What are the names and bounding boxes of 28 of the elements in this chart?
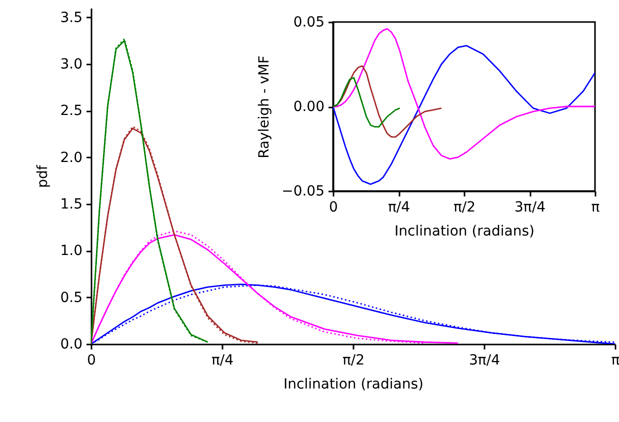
x-tick-label: π/2 (342, 352, 365, 368)
y-tick-label: 0.05 (293, 14, 324, 30)
y-tick-label: 3.5 (60, 10, 82, 26)
x-tick-label: π/4 (211, 352, 234, 368)
line-series (333, 28, 595, 160)
line-series (333, 44, 595, 185)
x-axis-title: Inclination (radians) (394, 224, 534, 240)
x-tick-label: 0 (87, 352, 96, 368)
x-tick-label: π/4 (388, 200, 410, 216)
x-tick-label: 0 (329, 200, 338, 216)
y-tick-label: 3.0 (60, 56, 82, 72)
x-tick-label: π (591, 200, 600, 216)
y-tick-label: 2.0 (60, 150, 82, 166)
y-tick-label: 1.0 (60, 243, 82, 260)
y-axis-title: Rayleigh - vMF (256, 56, 273, 158)
y-tick-label: 2.5 (60, 103, 82, 120)
x-tick-label: π (611, 352, 619, 368)
x-tick-label: 3π/4 (514, 200, 546, 216)
y-tick-label: 0.00 (293, 99, 324, 115)
y-tick-label: 1.5 (60, 196, 82, 212)
line-series (333, 77, 400, 128)
x-tick-label: 3π/4 (469, 352, 500, 368)
y-axis-title: pdf (35, 164, 52, 188)
x-axis-title: Inclination (radians) (284, 376, 424, 392)
y-tick-label: 0.5 (60, 290, 82, 306)
y-tick-label: 0.0 (60, 336, 82, 352)
x-tick-label: π/2 (453, 200, 476, 216)
y-tick-label: −0.05 (282, 184, 324, 200)
